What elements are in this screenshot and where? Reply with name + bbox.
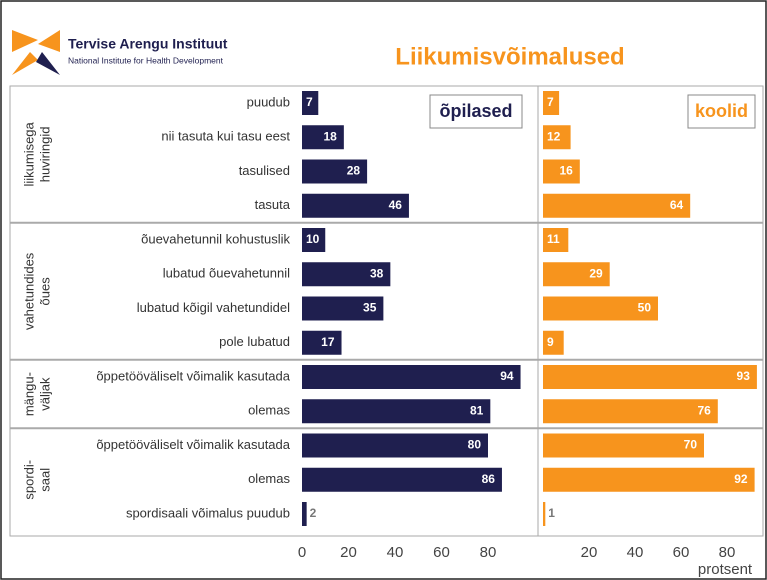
- group-label: saal: [37, 468, 52, 492]
- value-label: 64: [670, 198, 684, 212]
- value-label: 70: [684, 438, 698, 452]
- x-tick-label: 40: [387, 544, 404, 561]
- x-tick-label: 40: [627, 544, 644, 561]
- bar: [302, 228, 326, 252]
- bar: [302, 91, 319, 115]
- category-label: tasulised: [239, 163, 290, 178]
- bar: [302, 467, 502, 492]
- org-name-en: National Institute for Health Developmen…: [68, 55, 224, 65]
- bar: [302, 433, 488, 458]
- bar: [543, 125, 571, 150]
- x-axis-label: protsent: [698, 561, 753, 578]
- value-label: 28: [347, 164, 361, 178]
- bar: [302, 296, 384, 321]
- value-label: 7: [306, 95, 313, 109]
- value-label: 46: [389, 198, 403, 212]
- bar: [302, 193, 409, 218]
- bar: [302, 125, 344, 150]
- value-label: 10: [306, 232, 320, 246]
- value-label: 11: [547, 232, 560, 246]
- category-label: olemas: [248, 403, 290, 418]
- value-label: 50: [638, 301, 652, 315]
- bar: [543, 399, 718, 424]
- value-label: 2: [310, 506, 317, 520]
- category-label: õppetööväliselt võimalik kasutada: [96, 368, 290, 383]
- value-label: 18: [323, 129, 337, 143]
- value-label: 81: [470, 403, 484, 417]
- logo: [12, 30, 60, 75]
- category-label: tasuta: [255, 197, 291, 212]
- bar: [543, 296, 658, 321]
- legend-box: [687, 94, 756, 129]
- org-name: Tervise Arengu Instituut: [68, 36, 228, 52]
- bar: [543, 193, 691, 218]
- value-label: 93: [737, 369, 751, 383]
- x-tick-label: 20: [581, 544, 598, 561]
- bar: [302, 330, 342, 355]
- bar: [302, 262, 391, 287]
- category-label: õuevahetunnil kohustuslik: [141, 231, 290, 246]
- category-label: puudub: [247, 94, 290, 109]
- x-tick-label: 80: [480, 544, 497, 561]
- group-label: vahetundides: [21, 252, 36, 330]
- plot-frame: [9, 85, 764, 537]
- value-label: 17: [321, 335, 335, 349]
- value-label: 7: [547, 95, 554, 109]
- group-label: spordi-: [21, 460, 36, 500]
- value-label: 16: [559, 164, 573, 178]
- category-label: õppetööväliselt võimalik kasutada: [96, 437, 290, 452]
- category-label: spordisaali võimalus puudub: [126, 505, 290, 520]
- value-label: 92: [734, 472, 748, 486]
- group-label: õues: [37, 277, 52, 306]
- value-label: 9: [547, 335, 554, 349]
- value-label: 12: [547, 129, 561, 143]
- legend-box: [429, 94, 523, 129]
- bar: [543, 467, 755, 492]
- bar: [543, 262, 610, 287]
- bar: [543, 433, 704, 458]
- bar: [302, 365, 521, 389]
- value-label: 35: [363, 301, 377, 315]
- bar: [302, 399, 491, 424]
- group-label: huviringid: [37, 127, 52, 183]
- bar: [543, 330, 564, 355]
- x-tick-label: 60: [433, 544, 450, 561]
- value-label: 38: [370, 266, 384, 280]
- category-label: lubatud õuevahetunnil: [163, 266, 290, 281]
- chart-title: Liikumisvõimalused: [395, 43, 624, 70]
- category-label: nii tasuta kui tasu eest: [161, 129, 290, 144]
- bar: [543, 91, 560, 115]
- x-tick-label: 80: [719, 544, 736, 561]
- group-label: mängu-: [21, 372, 36, 416]
- bar: [302, 502, 307, 526]
- bar: [543, 502, 546, 526]
- category-label: pole lubatud: [219, 334, 290, 349]
- bar: [302, 159, 368, 184]
- value-label: 76: [697, 403, 711, 417]
- category-label: olemas: [248, 471, 290, 486]
- bar: [543, 365, 757, 389]
- x-tick-label: 20: [340, 544, 357, 561]
- bar: [543, 159, 580, 184]
- value-label: 94: [500, 369, 514, 383]
- value-label: 80: [468, 438, 482, 452]
- category-label: lubatud kõigil vahetundidel: [137, 300, 290, 315]
- group-label: väljak: [37, 377, 52, 411]
- legend-label: koolid: [695, 101, 748, 121]
- x-tick-label: 0: [298, 544, 306, 561]
- bar: [543, 228, 569, 252]
- value-label: 29: [589, 266, 603, 280]
- legend-label: õpilased: [439, 101, 512, 121]
- value-label: 86: [482, 472, 496, 486]
- x-tick-label: 60: [673, 544, 690, 561]
- group-label: liikumisega: [21, 121, 36, 186]
- value-label: 1: [548, 506, 555, 520]
